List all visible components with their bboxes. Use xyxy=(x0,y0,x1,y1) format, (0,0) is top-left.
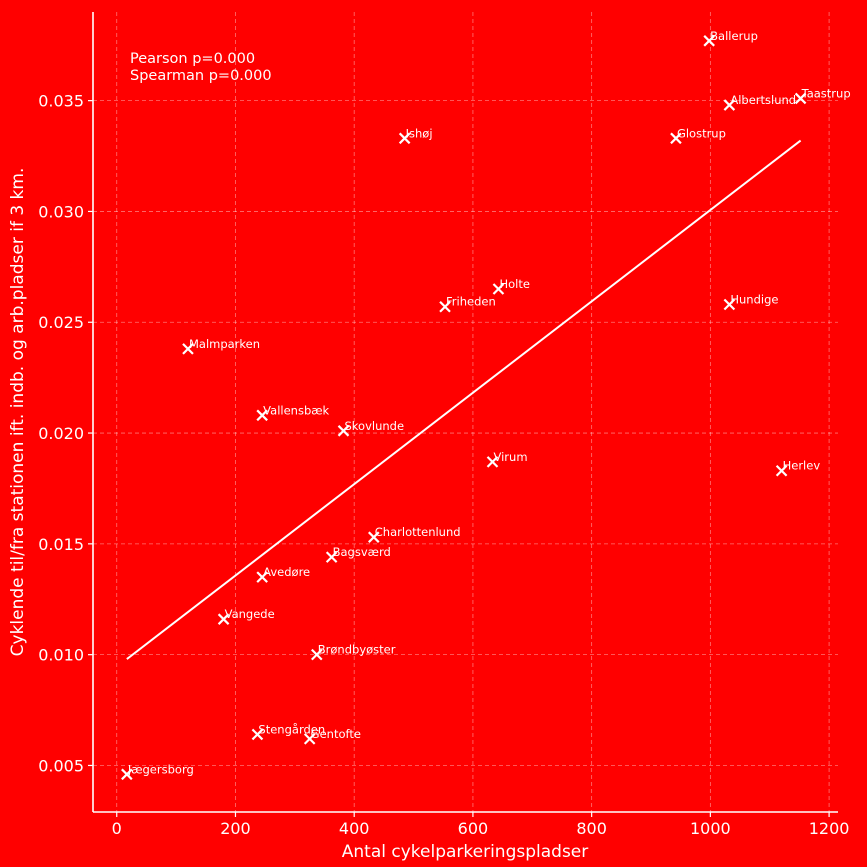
data-point-stroke xyxy=(368,531,380,543)
data-point xyxy=(251,728,264,741)
y-tick-label: 0.020 xyxy=(38,424,84,443)
data-point xyxy=(794,92,807,105)
data-point-stroke xyxy=(703,35,715,47)
data-point-stroke xyxy=(439,300,451,313)
data-point xyxy=(337,425,350,437)
data-point xyxy=(325,551,338,563)
point-label: Charlottenlund xyxy=(375,525,461,539)
data-point xyxy=(368,531,380,543)
data-point xyxy=(486,456,499,468)
data-point-stroke xyxy=(182,343,194,355)
point-label: Stengården xyxy=(258,722,325,736)
data-point-stroke xyxy=(670,132,682,145)
point-label: Glostrup xyxy=(677,126,726,140)
point-label: Ishøj xyxy=(406,126,433,140)
data-point xyxy=(256,571,268,583)
data-point xyxy=(723,99,736,111)
spearman-annotation: Spearman p=0.000 xyxy=(130,68,272,84)
point-label: Malmparken xyxy=(189,337,260,351)
trend-line-group xyxy=(126,139,802,660)
data-point xyxy=(311,648,323,661)
data-point xyxy=(723,298,736,311)
data-point-stroke xyxy=(775,464,788,477)
y-tick-label: 0.025 xyxy=(38,313,84,332)
point-label: Jægersborg xyxy=(127,762,194,776)
axes xyxy=(92,12,838,813)
x-tick-label: 1200 xyxy=(809,819,850,838)
point-label: Herlev xyxy=(783,459,821,473)
x-axis-label: Antal cykelparkeringspladser xyxy=(342,842,589,862)
grid xyxy=(93,12,838,812)
data-point xyxy=(256,409,268,422)
data-point-stroke xyxy=(723,298,736,311)
data-points xyxy=(121,35,807,781)
point-labels: Ballerup Taastrup Albertslund Ishøj Glostrup… xyxy=(127,29,851,777)
data-point xyxy=(121,768,133,781)
data-point xyxy=(670,132,682,145)
data-point-stroke xyxy=(311,648,323,661)
x-tick-label: 0 xyxy=(112,819,122,838)
point-label: Brøndbyøster xyxy=(318,643,396,657)
data-point-stroke xyxy=(217,613,230,625)
point-label: Bagsværd xyxy=(333,545,391,559)
x-tick-label: 200 xyxy=(220,819,251,838)
data-point xyxy=(439,300,451,313)
data-point-stroke xyxy=(303,733,316,745)
ticks: 0 200 400 600 800 1000 1200 0.005 0.010 0.015 0.02… xyxy=(38,92,849,838)
data-point xyxy=(775,464,788,477)
data-point-stroke xyxy=(256,571,268,583)
point-label: Holte xyxy=(499,277,529,291)
pearson-annotation: Pearson p=0.000 xyxy=(130,51,255,67)
data-point-stroke xyxy=(256,409,268,422)
point-label: Skovlunde xyxy=(345,419,405,433)
x-tick-label: 400 xyxy=(339,819,370,838)
point-label: Ballerup xyxy=(710,29,758,43)
data-point xyxy=(703,35,715,47)
y-axis-label: Cyklende til/fra stationen ift. indb. og… xyxy=(8,168,28,657)
y-tick-label: 0.035 xyxy=(38,92,84,111)
data-point-stroke xyxy=(121,768,133,781)
data-point xyxy=(303,733,316,745)
data-point-stroke xyxy=(251,728,264,741)
data-point xyxy=(217,613,230,625)
data-point xyxy=(182,343,194,355)
data-point-stroke xyxy=(492,283,505,295)
point-label: Gentofte xyxy=(311,727,361,741)
point-label: Hundige xyxy=(730,293,778,307)
x-tick-label: 600 xyxy=(458,819,489,838)
regression-line xyxy=(126,139,802,660)
point-label: Virum xyxy=(494,450,528,464)
point-label: Vangede xyxy=(225,607,275,621)
data-point-stroke xyxy=(486,456,499,468)
point-label: Vallensbæk xyxy=(263,403,329,417)
point-label: Avedøre xyxy=(263,565,310,579)
data-point xyxy=(398,132,411,145)
data-point xyxy=(492,283,505,295)
data-point-stroke xyxy=(794,92,807,105)
y-tick-label: 0.015 xyxy=(38,535,84,554)
x-tick-label: 800 xyxy=(576,819,607,838)
point-label: Albertslund xyxy=(730,93,796,107)
data-point-stroke xyxy=(337,425,350,437)
point-label: Taastrup xyxy=(801,86,851,100)
point-label: Friheden xyxy=(446,295,496,309)
y-tick-label: 0.005 xyxy=(38,756,84,775)
y-tick-label: 0.010 xyxy=(38,646,84,665)
data-point-stroke xyxy=(723,99,736,111)
data-point-stroke xyxy=(325,551,338,563)
y-tick-label: 0.030 xyxy=(38,202,84,221)
x-tick-label: 1000 xyxy=(690,819,731,838)
data-point-stroke xyxy=(398,132,411,145)
